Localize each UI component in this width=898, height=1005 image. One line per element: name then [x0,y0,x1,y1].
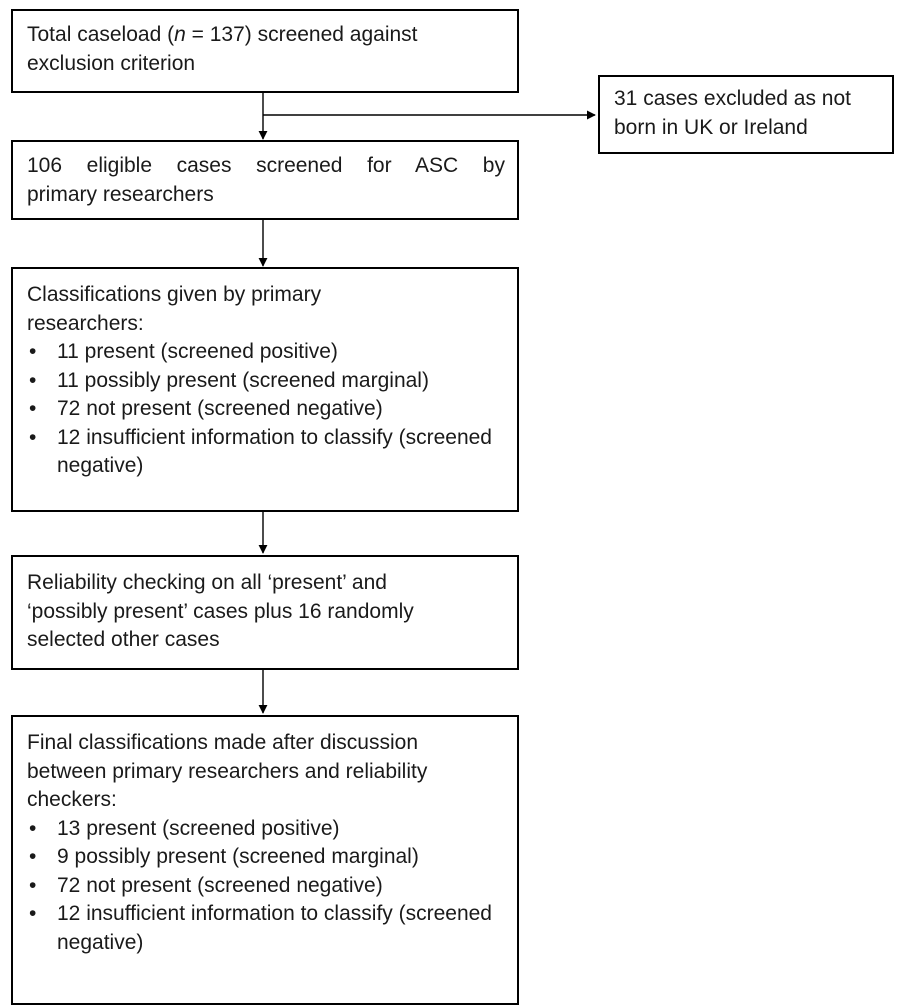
reliability-line3: selected other cases [27,628,220,651]
list-item: 72 not present (screened negative) [27,395,505,424]
primary-heading-line1: Classifications given by primary [27,283,322,306]
list-item: 13 present (screened positive) [27,815,505,844]
excluded-line2: born in UK or Ireland [614,115,808,139]
caseload-line1: Total caseload (n = 137) screened agains… [27,23,418,46]
caseload-box: Total caseload (n = 137) screened agains… [11,9,519,93]
final-classifications-box: Final classifications made after discuss… [11,715,519,1005]
primary-classifications-box: Classifications given by primary researc… [11,267,519,512]
list-item: 12 insufficient information to classify … [27,900,505,957]
excluded-box: 31 cases excluded as not born in UK or I… [598,75,894,154]
list-item: 72 not present (screened negative) [27,872,505,901]
list-item: 12 insufficient information to classify … [27,424,505,481]
eligible-line2: primary researchers [27,182,214,206]
list-item: 11 present (screened positive) [27,338,505,367]
final-heading-line2: between primary researchers and reliabil… [27,759,428,783]
primary-classification-list: 11 present (screened positive) 11 possib… [27,338,505,481]
caseload-line2: exclusion criterion [27,51,196,75]
reliability-box: Reliability checking on all ‘present’ an… [11,555,519,670]
eligible-box: 106 eligible cases screened for ASC by p… [11,140,519,220]
final-heading-line3: checkers: [27,788,117,811]
final-classification-list: 13 present (screened positive) 9 possibl… [27,815,505,958]
reliability-line1: Reliability checking on all ‘present’ an… [27,571,387,594]
n-symbol: n [174,23,186,46]
reliability-line2: ‘possibly present’ cases plus 16 randoml… [27,599,414,623]
primary-heading-line2: researchers: [27,311,144,335]
excluded-line1: 31 cases excluded as not [614,87,851,110]
final-heading-line1: Final classifications made after discuss… [27,731,419,754]
list-item: 11 possibly present (screened marginal) [27,367,505,396]
eligible-line1: 106 eligible cases screened for ASC by [27,154,505,177]
list-item: 9 possibly present (screened marginal) [27,843,505,872]
